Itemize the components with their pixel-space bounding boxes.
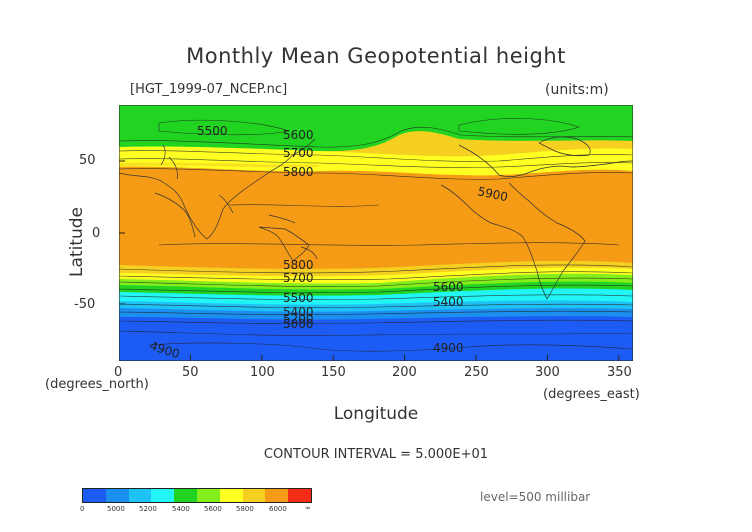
contour-interval-label: CONTOUR INTERVAL = 5.000E+01 (263, 447, 489, 462)
x-unit-left: (degrees_north) (45, 377, 149, 392)
contour-label-5500-north: 5500 (197, 124, 228, 138)
x-tick-250: 250 (464, 365, 489, 380)
colorbar-swatch-1 (83, 489, 106, 502)
band-orange (119, 166, 633, 269)
colorbar-swatch-6 (196, 489, 220, 502)
x-tick-300: 300 (535, 365, 560, 380)
y-tick-minus50: -50 (74, 297, 96, 312)
contour-label-5800-south: 5800 (283, 258, 314, 272)
x-tick-100: 100 (250, 365, 275, 380)
map-plot: 5500 5600 5700 5800 5900 5800 5700 5600 … (119, 105, 633, 361)
colorbar-swatch-7 (219, 489, 243, 502)
colorbar-tick-5800: 5800 (236, 505, 254, 513)
contour-label-5500-south: 5500 (283, 291, 314, 305)
units-label: (units:m) (545, 82, 609, 98)
band-gold-north (119, 162, 319, 168)
colorbar-tick-5400: 5400 (172, 505, 190, 513)
colorbar-swatch-8 (242, 489, 266, 502)
colorbar-tick-5200: 5200 (139, 505, 157, 513)
contour-label-5200: 5200 (283, 312, 314, 326)
band-yellow-north (119, 146, 633, 176)
colorbar-swatch-9 (265, 489, 289, 502)
colorbar-tick-6000: 6000 (269, 505, 287, 513)
colorbar-tick-5600: 5600 (204, 505, 222, 513)
x-tick-0: 0 (114, 365, 123, 380)
x-unit-right: (degrees_east) (543, 387, 640, 402)
band-green-north (119, 105, 633, 152)
colorbar (82, 488, 312, 503)
colorbar-tick-5000: 5000 (107, 505, 125, 513)
colorbar-tick-infinity: ∞ (305, 504, 311, 512)
colorbar-swatch-10 (288, 489, 311, 502)
contour-label-5600-south: 5600 (433, 280, 464, 294)
y-axis-label: Latitude (66, 207, 87, 277)
x-tick-350: 350 (607, 365, 632, 380)
contour-label-5700-north: 5700 (283, 146, 314, 160)
x-axis-label: Longitude (333, 404, 419, 424)
contour-label-5800-north: 5800 (283, 165, 314, 179)
x-tick-150: 150 (321, 365, 346, 380)
contour-label-5700-south: 5700 (283, 271, 314, 285)
y-tick-0: 0 (92, 226, 101, 241)
level-label: level=500 millibar (480, 490, 591, 504)
colorbar-swatch-2 (105, 489, 129, 502)
colorbar-swatch-3 (128, 489, 152, 502)
colorbar-swatch-4 (151, 489, 175, 502)
x-tick-50: 50 (182, 365, 199, 380)
contour-label-5400-south: 5400 (283, 305, 314, 319)
y-tick-50: 50 (79, 153, 96, 168)
contour-label-5000: 5000 (283, 317, 314, 331)
contour-label-5600-north: 5600 (283, 128, 314, 142)
contour-label-4900-east: 4900 (433, 341, 464, 355)
contour-label-5900: 5900 (476, 184, 509, 204)
contour-label-5400-east: 5400 (433, 295, 464, 309)
colorbar-tick-0: 0 (80, 505, 85, 513)
x-tick-200: 200 (392, 365, 417, 380)
file-label: [HGT_1999-07_NCEP.nc] (130, 82, 288, 97)
colorbar-swatch-5 (174, 489, 197, 502)
chart-title: Monthly Mean Geopotential height (186, 44, 566, 68)
